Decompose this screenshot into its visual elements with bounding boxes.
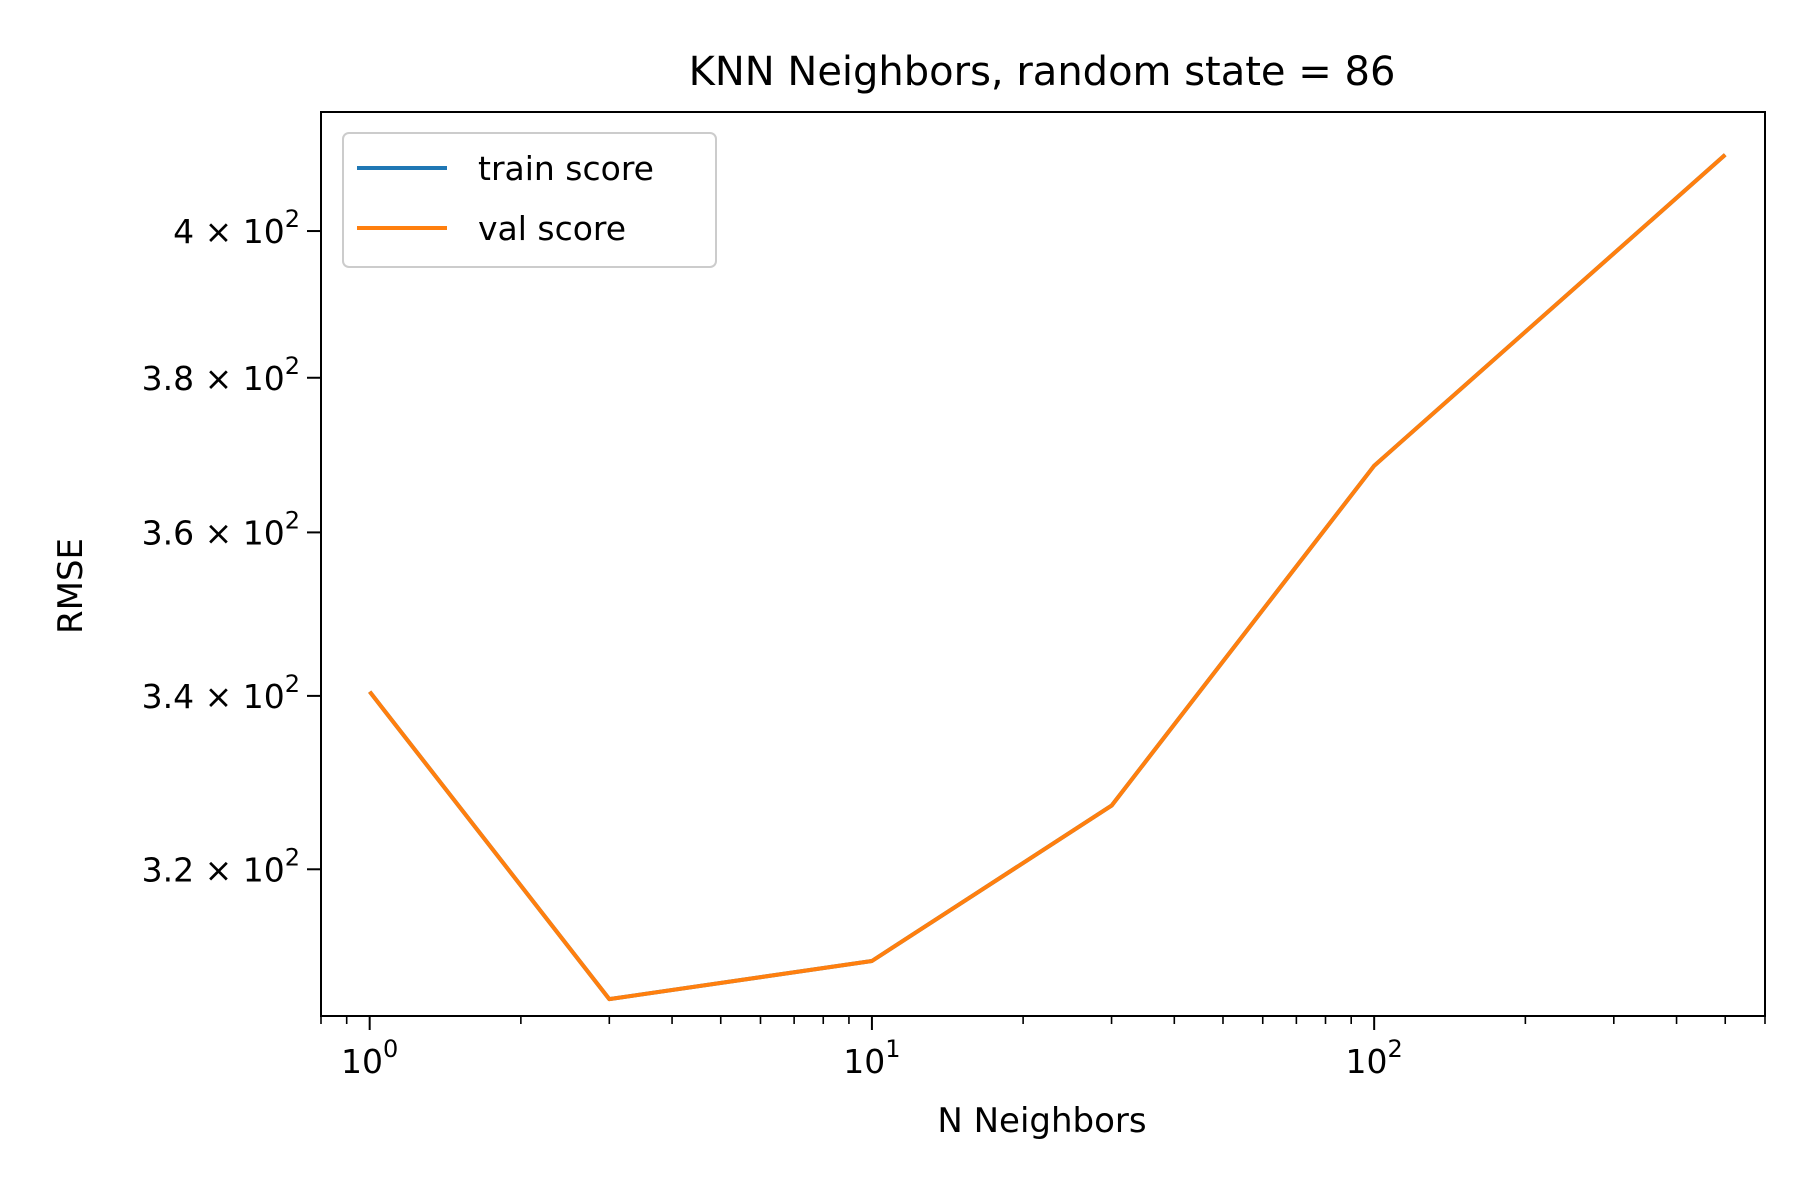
x-axis: 100 101 102 — [320, 1016, 1766, 1081]
legend-label: train score — [478, 149, 654, 188]
y-tick-label: 3.6 × 102 — [142, 506, 300, 552]
y-tick-label: 3.4 × 102 — [142, 670, 300, 716]
plot-area — [320, 111, 1766, 1017]
x-tick-label: 100 — [341, 1035, 398, 1081]
series-line-train-score — [368, 153, 1727, 1002]
x-axis-label: N Neighbors — [937, 1101, 1146, 1141]
y-tick-label: 3.8 × 102 — [142, 352, 300, 398]
y-tick-label: 4 × 102 — [173, 205, 300, 251]
x-tick-label: 102 — [1346, 1035, 1403, 1081]
axes-frame — [320, 111, 1766, 1017]
y-tick-label: 3.2 × 102 — [142, 843, 300, 889]
y-axis: 3.2 × 102 3.4 × 102 3.6 × 102 3.8 × 102 4 × … — [142, 205, 321, 889]
y-axis-label: RMSE — [51, 538, 91, 634]
series-line-val-score — [368, 153, 1727, 1002]
legend: train score val score — [342, 132, 717, 268]
chart-title: KNN Neighbors, random state = 86 — [689, 49, 1396, 95]
x-tick-label: 101 — [843, 1035, 900, 1081]
legend-label: val score — [478, 209, 626, 248]
